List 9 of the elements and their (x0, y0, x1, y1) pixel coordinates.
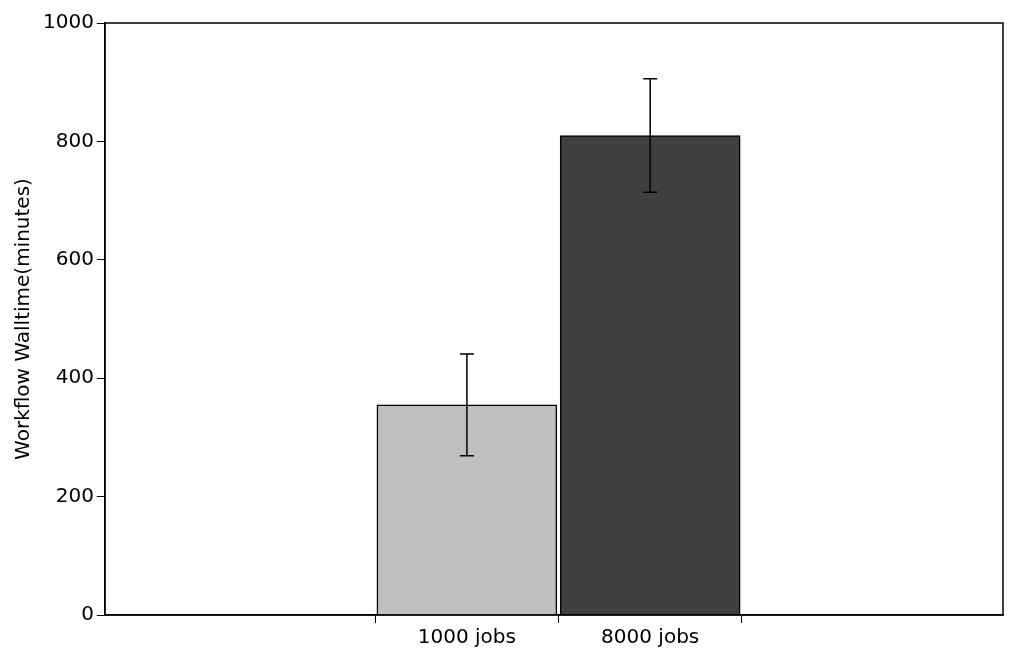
y-tick-label: 0 (81, 601, 94, 626)
y-axis-title: Workflow Walltime(minutes) (10, 178, 35, 460)
y-tick-label: 200 (55, 482, 94, 507)
y-tick-label: 400 (55, 364, 94, 389)
y-tick-label: 1000 (42, 9, 94, 34)
y-tick-label: 600 (55, 246, 94, 270)
x-tick-label: 8000 jobs (601, 624, 700, 649)
x-tick-label: 1000 jobs (417, 624, 516, 649)
y-tick-label: 800 (55, 127, 94, 152)
